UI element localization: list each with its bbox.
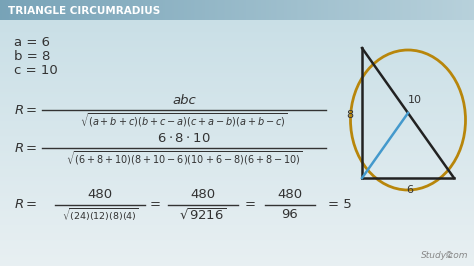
Text: $6 \cdot 8 \cdot 10$: $6 \cdot 8 \cdot 10$ [157, 132, 211, 146]
Text: b = 8: b = 8 [14, 51, 50, 64]
Text: = 5: = 5 [328, 198, 352, 211]
Text: ©: © [445, 251, 453, 260]
Text: 480: 480 [277, 189, 302, 202]
Text: $\sqrt{(a+b+c)(b+c-a)(c+a-b)(a+b-c)}$: $\sqrt{(a+b+c)(b+c-a)(c+a-b)(a+b-c)}$ [80, 111, 288, 129]
Text: a = 6: a = 6 [14, 36, 50, 49]
Text: c = 10: c = 10 [14, 64, 58, 77]
Text: 10: 10 [408, 95, 422, 105]
Text: $\sqrt{(6+8+10)(8+10-6)(10+6-8)(6+8-10)}$: $\sqrt{(6+8+10)(8+10-6)(10+6-8)(6+8-10)}… [65, 149, 302, 167]
Text: 8: 8 [346, 110, 354, 120]
Text: Study.com: Study.com [420, 251, 468, 260]
Text: $\sqrt{(24)(12)(8)(4)}$: $\sqrt{(24)(12)(8)(4)}$ [62, 207, 138, 223]
Text: $R=$: $R=$ [14, 103, 37, 117]
Text: $R=$: $R=$ [14, 198, 37, 211]
Text: =: = [149, 198, 161, 211]
Text: =: = [245, 198, 255, 211]
Text: $\sqrt{9216}$: $\sqrt{9216}$ [179, 207, 227, 223]
Text: $R=$: $R=$ [14, 142, 37, 155]
Text: abc: abc [172, 94, 196, 107]
Text: 480: 480 [191, 189, 216, 202]
Text: 96: 96 [282, 209, 298, 222]
Text: TRIANGLE CIRCUMRADIUS: TRIANGLE CIRCUMRADIUS [8, 6, 160, 16]
Text: 6: 6 [407, 185, 413, 195]
Text: 480: 480 [87, 189, 112, 202]
